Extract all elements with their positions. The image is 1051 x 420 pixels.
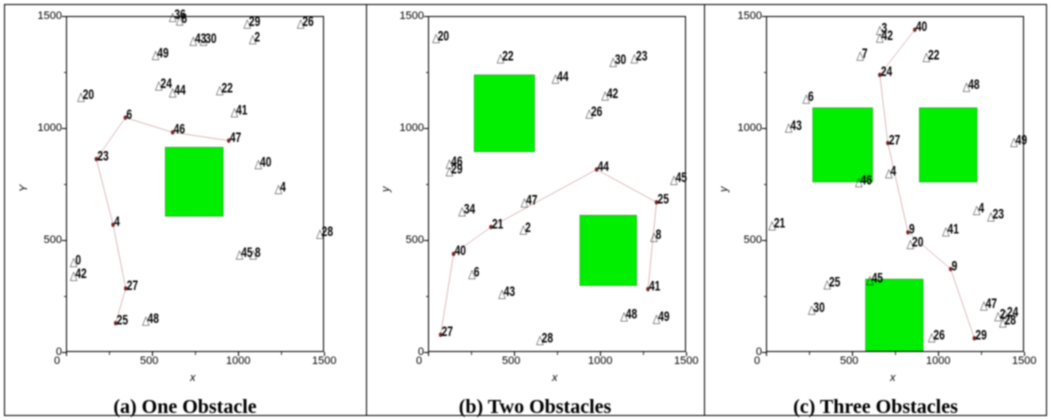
- svg-text:44: 44: [598, 159, 610, 175]
- svg-text:22: 22: [502, 48, 514, 64]
- svg-text:49: 49: [658, 309, 670, 325]
- svg-text:48: 48: [626, 306, 638, 322]
- svg-text:7: 7: [862, 46, 868, 62]
- svg-text:47: 47: [986, 295, 998, 311]
- svg-text:27: 27: [127, 277, 139, 293]
- svg-text:45: 45: [676, 170, 688, 186]
- svg-text:27: 27: [442, 324, 454, 340]
- svg-text:9: 9: [909, 221, 915, 237]
- svg-text:40: 40: [260, 154, 272, 170]
- svg-text:42: 42: [607, 85, 619, 101]
- svg-text:26: 26: [302, 14, 314, 30]
- svg-text:26: 26: [933, 327, 945, 343]
- svg-text:46: 46: [861, 172, 873, 188]
- svg-text:21: 21: [492, 216, 504, 232]
- svg-text:4: 4: [891, 163, 897, 179]
- svg-text:23: 23: [97, 148, 109, 164]
- svg-text:21: 21: [774, 215, 786, 231]
- svg-text:44: 44: [174, 82, 186, 98]
- svg-text:47: 47: [526, 192, 538, 208]
- svg-text:26: 26: [591, 104, 603, 120]
- svg-text:20: 20: [438, 28, 450, 44]
- svg-text:43: 43: [504, 284, 516, 300]
- svg-text:22: 22: [221, 80, 233, 96]
- svg-text:45: 45: [872, 270, 884, 286]
- svg-text:41: 41: [649, 278, 661, 294]
- svg-text:48: 48: [968, 77, 980, 93]
- svg-text:46: 46: [174, 121, 186, 137]
- svg-text:25: 25: [117, 312, 129, 328]
- svg-text:24: 24: [881, 64, 893, 80]
- svg-text:47: 47: [230, 130, 242, 146]
- svg-text:20: 20: [83, 87, 95, 103]
- svg-text:2: 2: [254, 29, 260, 45]
- svg-text:30: 30: [615, 52, 627, 68]
- svg-text:2: 2: [525, 220, 531, 236]
- svg-text:8: 8: [656, 227, 662, 243]
- svg-text:4: 4: [114, 214, 120, 230]
- svg-text:49: 49: [157, 45, 169, 61]
- svg-text:23: 23: [993, 206, 1005, 222]
- svg-text:28: 28: [322, 224, 334, 240]
- svg-text:6: 6: [808, 89, 814, 105]
- svg-text:42: 42: [75, 266, 87, 282]
- svg-text:4: 4: [280, 179, 286, 195]
- svg-text:28: 28: [1005, 312, 1017, 328]
- svg-text:6: 6: [181, 10, 187, 26]
- svg-text:25: 25: [658, 191, 670, 207]
- svg-text:30: 30: [813, 300, 825, 316]
- svg-text:24: 24: [161, 75, 173, 91]
- svg-text:40: 40: [455, 243, 467, 259]
- svg-text:42: 42: [882, 28, 894, 44]
- svg-text:29: 29: [451, 161, 463, 177]
- svg-text:22: 22: [928, 47, 940, 63]
- svg-text:48: 48: [148, 311, 160, 327]
- svg-text:0: 0: [75, 252, 81, 268]
- svg-text:8: 8: [255, 244, 261, 260]
- svg-text:29: 29: [975, 327, 987, 343]
- svg-text:4: 4: [978, 200, 984, 216]
- svg-text:6: 6: [126, 107, 132, 123]
- svg-text:25: 25: [829, 274, 841, 290]
- svg-text:9: 9: [952, 258, 958, 274]
- svg-text:6: 6: [474, 264, 480, 280]
- svg-text:23: 23: [636, 48, 648, 64]
- svg-text:44: 44: [557, 69, 569, 85]
- svg-text:28: 28: [542, 330, 554, 346]
- svg-text:41: 41: [236, 102, 248, 118]
- svg-text:30: 30: [205, 31, 217, 47]
- svg-text:43: 43: [790, 118, 802, 134]
- svg-text:29: 29: [249, 14, 261, 30]
- svg-text:40: 40: [916, 19, 928, 35]
- svg-text:49: 49: [1016, 132, 1028, 148]
- svg-text:34: 34: [464, 201, 476, 217]
- svg-text:41: 41: [948, 221, 960, 237]
- svg-text:27: 27: [889, 132, 901, 148]
- svg-text:45: 45: [241, 244, 253, 260]
